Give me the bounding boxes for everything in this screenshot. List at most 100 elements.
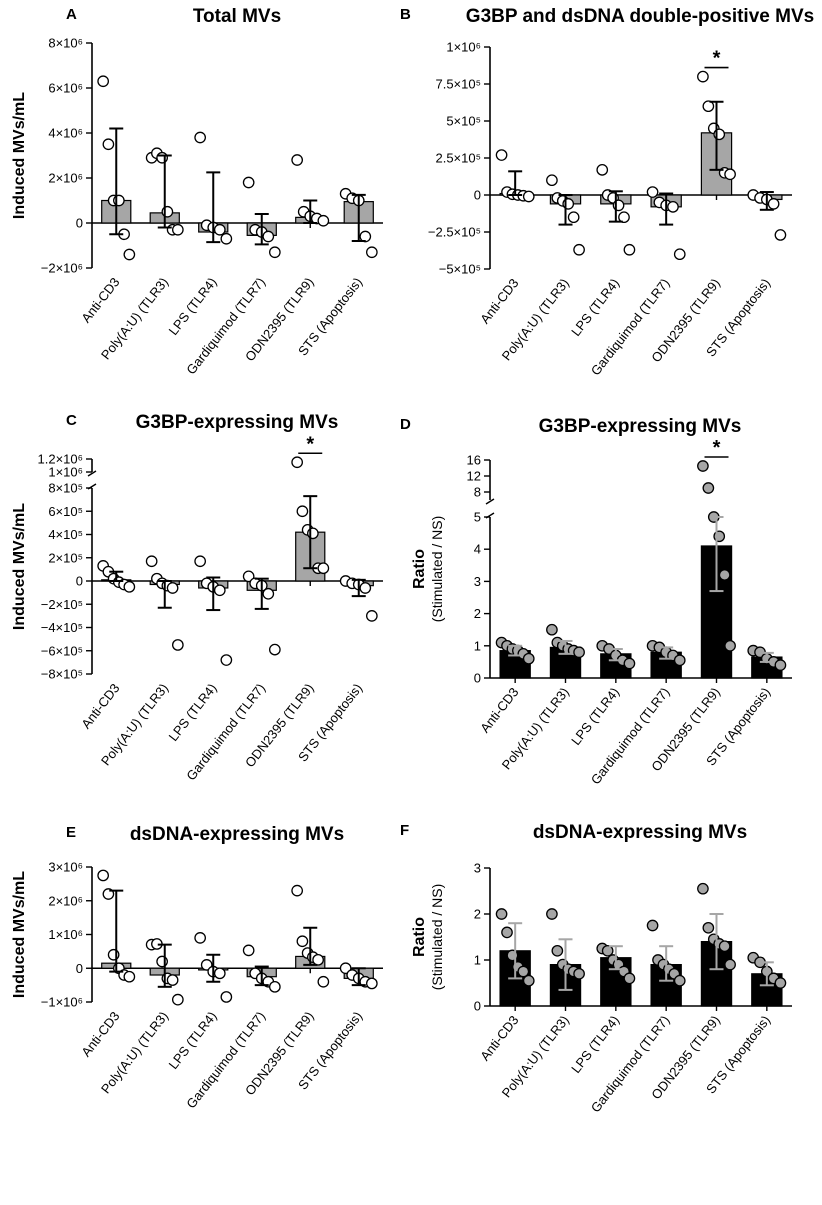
y-tick-label: −8×10⁵ (41, 667, 83, 682)
data-point (718, 940, 731, 953)
data-point (365, 246, 378, 259)
data-point (517, 965, 530, 978)
data-point (296, 935, 309, 948)
data-point (242, 944, 255, 957)
panel-b: B G3BP and dsDNA double-positive MVs −5×10… (400, 6, 814, 378)
significance-star: * (306, 433, 314, 455)
y-tick-label: −1×10⁶ (41, 995, 83, 1010)
bar (700, 545, 733, 679)
data-point (573, 646, 585, 659)
y-tick-label: 2×10⁶ (48, 171, 83, 186)
data-point (724, 639, 736, 652)
category-label: LPS (TLR4) (166, 275, 220, 338)
data-point (145, 555, 158, 568)
data-point (646, 919, 659, 932)
y-tick-label: 3×10⁶ (48, 860, 83, 875)
data-point (767, 198, 780, 210)
data-point (601, 944, 614, 957)
panel-letter: B (400, 6, 411, 23)
data-point (194, 131, 207, 144)
data-point (102, 138, 115, 151)
y-tick-label: 1 (474, 953, 481, 968)
data-point (156, 151, 168, 164)
data-point (97, 75, 110, 88)
data-point (697, 70, 709, 83)
y-tick-label: 2 (474, 606, 481, 621)
data-point (123, 970, 136, 983)
data-point (774, 229, 787, 241)
category-label: Anti-CD3 (477, 1013, 521, 1064)
data-point (262, 587, 275, 600)
data-point (107, 948, 120, 961)
data-point (268, 246, 281, 259)
data-point (724, 168, 736, 181)
data-point (718, 569, 731, 581)
category-label: Anti-CD3 (477, 276, 521, 327)
axis-break-mark (485, 498, 495, 505)
data-point (702, 100, 715, 113)
data-point (546, 174, 558, 187)
data-point (113, 194, 125, 207)
y-tick-label: 1×10⁶ (446, 40, 481, 55)
y-tick-label: 5×10⁵ (446, 114, 481, 129)
y-tick-label: 0 (474, 999, 481, 1014)
data-point (307, 527, 319, 540)
data-point (774, 659, 787, 671)
data-point (673, 654, 686, 667)
y-tick-label: 0 (474, 188, 481, 203)
data-point (317, 975, 330, 988)
data-point (171, 993, 184, 1006)
y-tick-label: 2 (474, 907, 481, 922)
data-point (567, 211, 580, 224)
data-point (97, 869, 110, 882)
data-point (623, 657, 636, 670)
data-point (171, 223, 184, 236)
y-axis-label: Induced MVs/mL (11, 503, 28, 630)
chart-title: dsDNA-expressing MVs (130, 824, 344, 845)
data-point (291, 456, 304, 469)
data-point (365, 977, 378, 990)
data-point (546, 908, 558, 920)
data-point (623, 972, 636, 985)
category-label: Anti-CD3 (78, 1009, 122, 1060)
data-point (171, 639, 184, 651)
category-label: LPS (TLR4) (568, 1013, 622, 1076)
chart-title: G3BP-expressing MVs (539, 416, 742, 437)
y-tick-label: −2.5×10⁵ (428, 225, 481, 240)
data-point (596, 163, 609, 176)
data-point (312, 953, 324, 966)
data-point (317, 562, 330, 575)
y-tick-label: 3 (474, 574, 481, 589)
chart-title: dsDNA-expressing MVs (533, 822, 747, 843)
chart-title: G3BP-expressing MVs (136, 412, 339, 433)
data-point (618, 211, 630, 224)
data-point (702, 482, 715, 494)
y-tick-label: −4×10⁵ (41, 620, 83, 635)
panel-c: C G3BP-expressing MVs Induced MVs/mL −8×10⁵… (11, 412, 383, 783)
y-axis-sublabel: (Stimulated / NS) (429, 516, 445, 623)
data-point (573, 243, 585, 256)
axis-break-mark (87, 470, 97, 477)
data-point (522, 190, 535, 203)
data-point (697, 882, 709, 895)
y-tick-label: 4×10⁶ (48, 126, 83, 141)
y-tick-label: 1×10⁶ (48, 927, 83, 942)
data-point (291, 884, 304, 897)
data-point (262, 230, 275, 243)
y-tick-label: 12 (467, 469, 481, 484)
data-point (623, 243, 636, 256)
category-label: LPS (TLR4) (568, 276, 622, 339)
data-point (220, 654, 233, 666)
data-point (161, 205, 174, 218)
y-axis-label: Ratio (411, 549, 428, 589)
category-label: Anti-CD3 (477, 685, 521, 736)
category-label: LPS (TLR4) (166, 1009, 220, 1072)
data-point (242, 176, 255, 189)
y-tick-label: 1×10⁶ (48, 465, 83, 480)
y-tick-label: 16 (467, 453, 481, 468)
y-axis-label: Induced MVs/mL (11, 92, 28, 219)
y-tick-label: 0 (76, 216, 83, 231)
